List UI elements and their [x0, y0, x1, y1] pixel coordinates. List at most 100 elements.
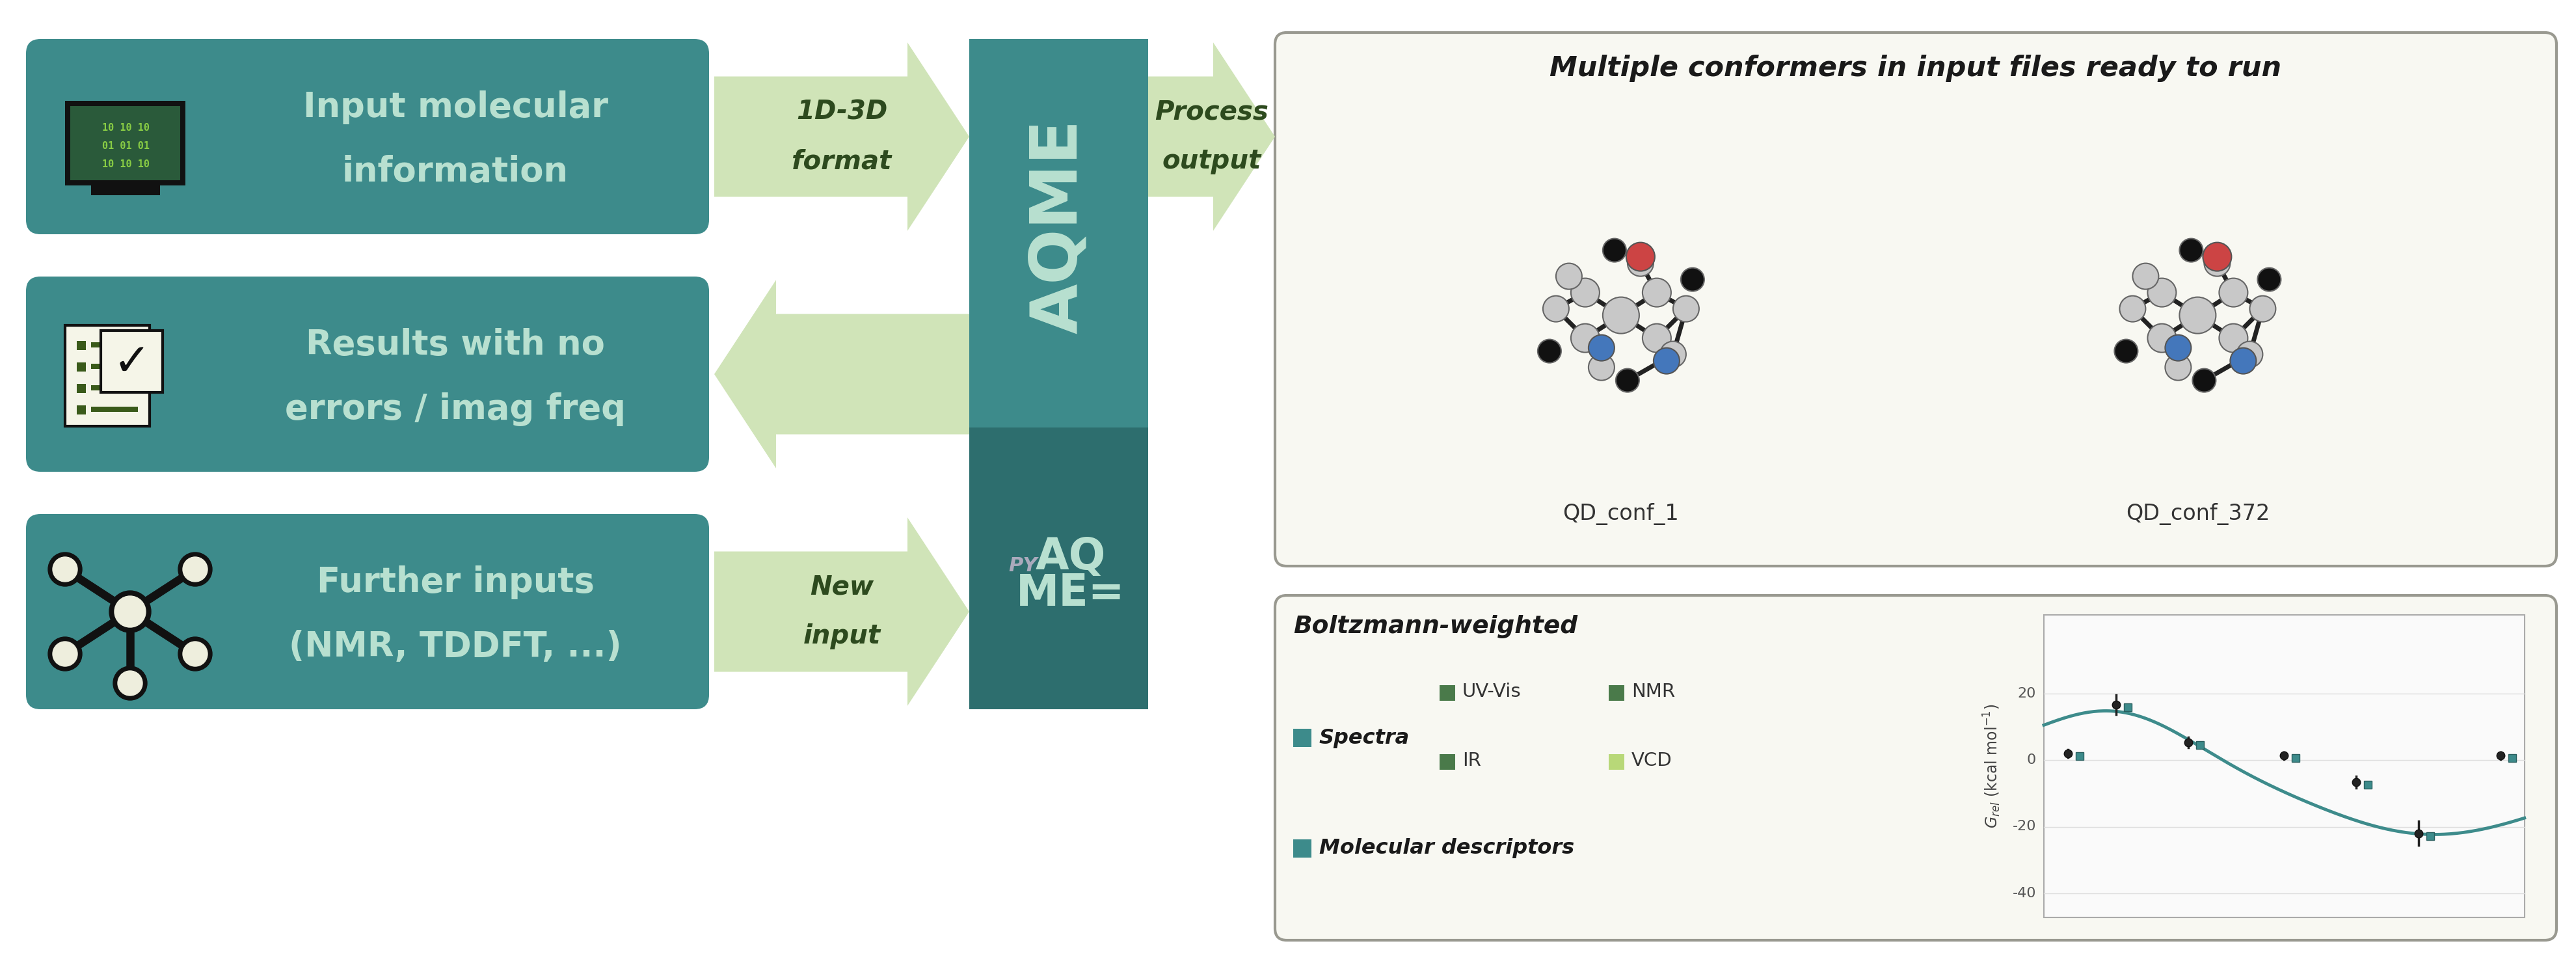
FancyBboxPatch shape [26, 514, 708, 709]
Text: ME=: ME= [1015, 572, 1126, 615]
Text: input: input [804, 623, 881, 649]
Bar [1440, 754, 1455, 770]
Text: 10 10 10: 10 10 10 [103, 159, 149, 169]
Circle shape [2148, 278, 2177, 307]
Text: 1D-3D: 1D-3D [796, 99, 886, 125]
Circle shape [2120, 296, 2146, 322]
Bar [64, 325, 149, 427]
Bar [77, 362, 85, 372]
Text: 20: 20 [2017, 687, 2035, 700]
Text: New: New [809, 574, 873, 600]
Circle shape [1615, 369, 1638, 392]
Bar [90, 342, 139, 348]
Bar [1607, 754, 1625, 770]
Text: -20: -20 [2012, 820, 2035, 833]
Polygon shape [714, 280, 969, 468]
Text: Further inputs: Further inputs [317, 565, 595, 599]
Circle shape [2249, 296, 2275, 322]
Circle shape [2205, 250, 2231, 276]
Circle shape [1680, 268, 1705, 291]
Text: information: information [343, 155, 569, 189]
FancyBboxPatch shape [1275, 33, 2555, 566]
Circle shape [2166, 354, 2192, 380]
Circle shape [2202, 243, 2231, 271]
Circle shape [2192, 369, 2215, 392]
Text: VCD: VCD [1631, 752, 1672, 770]
Text: QD_conf_372: QD_conf_372 [2125, 503, 2269, 525]
Text: UV-Vis: UV-Vis [1463, 683, 1522, 701]
Bar [1293, 729, 1311, 747]
FancyBboxPatch shape [1275, 595, 2555, 940]
Text: 0: 0 [2027, 754, 2035, 767]
Bar [1293, 839, 1311, 857]
Bar [90, 385, 139, 390]
Bar [64, 101, 185, 186]
Circle shape [108, 591, 152, 633]
Circle shape [1654, 348, 1680, 374]
Bar [90, 184, 160, 195]
Circle shape [2179, 239, 2202, 262]
Circle shape [52, 557, 77, 582]
Circle shape [113, 666, 147, 700]
Text: ✓: ✓ [113, 341, 152, 384]
Circle shape [2179, 298, 2215, 333]
Text: NMR: NMR [1631, 683, 1674, 701]
Circle shape [1589, 335, 1615, 361]
Text: Spectra: Spectra [1319, 728, 1409, 748]
Text: Boltzmann-weighted: Boltzmann-weighted [1293, 615, 1577, 638]
Circle shape [1556, 263, 1582, 289]
Bar [77, 341, 85, 351]
Circle shape [2231, 348, 2257, 374]
Text: Input molecular: Input molecular [304, 91, 608, 124]
Circle shape [113, 596, 147, 627]
Circle shape [1672, 296, 1700, 322]
Text: Process: Process [1154, 99, 1267, 125]
Text: format: format [791, 148, 891, 174]
Bar [70, 106, 180, 180]
Text: 01 01 01: 01 01 01 [103, 141, 149, 150]
Text: PY: PY [1007, 556, 1038, 575]
Circle shape [118, 671, 142, 695]
Circle shape [1643, 324, 1672, 352]
Circle shape [1543, 296, 1569, 322]
Text: AQ: AQ [1036, 535, 1105, 579]
Circle shape [1659, 341, 1687, 367]
Circle shape [52, 641, 77, 666]
Circle shape [2218, 324, 2249, 352]
Bar [77, 384, 85, 393]
Circle shape [2133, 263, 2159, 289]
Circle shape [1602, 298, 1638, 333]
Bar [1440, 686, 1455, 701]
Bar [100, 330, 162, 392]
Text: (NMR, TDDFT, ...): (NMR, TDDFT, ...) [289, 630, 621, 664]
Circle shape [1589, 354, 1615, 380]
Text: -40: -40 [2012, 887, 2035, 899]
Bar [969, 39, 1149, 428]
Circle shape [2166, 335, 2192, 361]
FancyBboxPatch shape [26, 39, 708, 234]
Circle shape [183, 557, 209, 582]
Circle shape [178, 553, 211, 586]
Circle shape [1571, 324, 1600, 352]
Circle shape [1643, 278, 1672, 307]
Circle shape [2218, 278, 2249, 307]
Circle shape [183, 641, 209, 666]
Polygon shape [714, 517, 969, 706]
Text: QD_conf_1: QD_conf_1 [1564, 503, 1680, 525]
Text: AQME: AQME [1028, 119, 1090, 334]
Circle shape [2115, 339, 2138, 363]
Circle shape [49, 637, 82, 671]
Circle shape [1628, 250, 1654, 276]
Text: IR: IR [1463, 752, 1481, 770]
Circle shape [1625, 243, 1654, 271]
Bar [118, 171, 134, 186]
Circle shape [2148, 324, 2177, 352]
Text: Molecular descriptors: Molecular descriptors [1319, 838, 1574, 858]
Text: Results with no: Results with no [307, 328, 605, 362]
Circle shape [1538, 339, 1561, 363]
Circle shape [2236, 341, 2262, 367]
Text: $G_{rel}\ \mathrm{(kcal\ mol^{-1})}$: $G_{rel}\ \mathrm{(kcal\ mol^{-1})}$ [1981, 704, 2002, 828]
Bar [2043, 615, 2524, 918]
FancyBboxPatch shape [26, 276, 708, 472]
Bar [1607, 686, 1625, 701]
